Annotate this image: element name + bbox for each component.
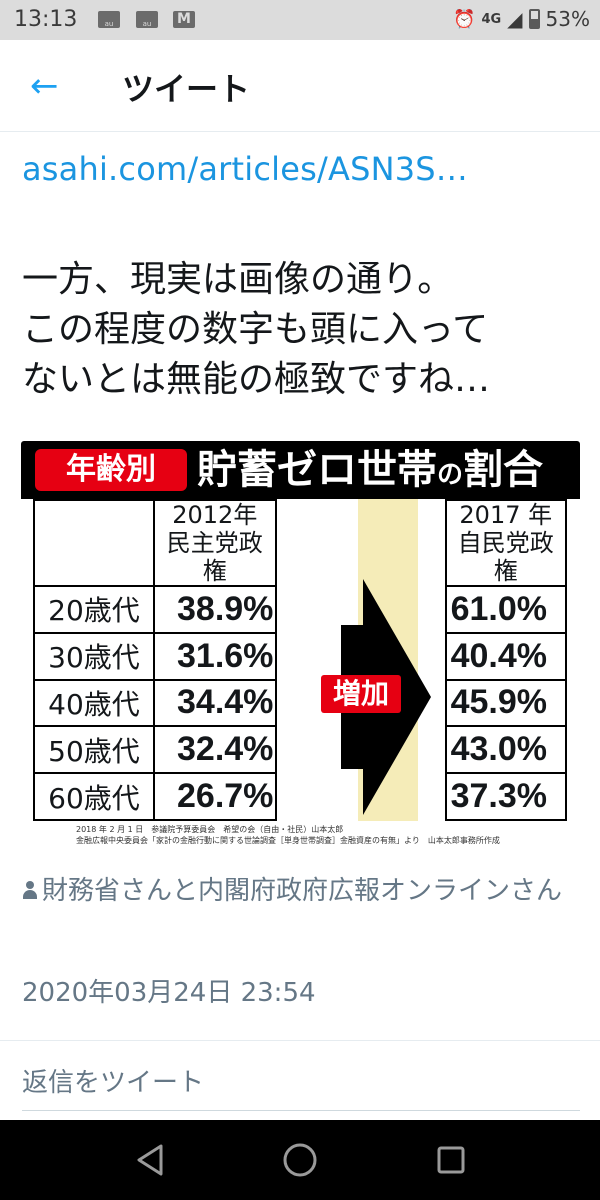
value-2017: 61.0%: [444, 585, 568, 634]
recents-square-icon[interactable]: [436, 1142, 466, 1178]
increase-label: 増加: [321, 675, 401, 713]
col-header-2017: 2017 年 自民党政権: [444, 499, 568, 587]
source-note: 2018 年 2 月 1 日 参議院予算委員会 希望の会（自由・社民）山本太郎: [76, 825, 344, 834]
reply-input[interactable]: 返信をツイート: [22, 1068, 205, 1098]
image-title-bar: 年齢別 貯蓄ゼロ世帯の割合: [21, 441, 580, 499]
page-title: ツイート: [122, 70, 251, 108]
status-time: 13:13: [14, 7, 78, 32]
person-icon: [22, 879, 38, 901]
savings-table: 2012年 民主党政権 2017 年 自民党政権 20歳代 38.9% 61.0…: [33, 499, 568, 821]
age-cell: 60歳代: [33, 772, 155, 821]
back-arrow-icon[interactable]: ←: [30, 66, 59, 106]
au-mail-icon: au: [98, 11, 120, 28]
back-triangle-icon[interactable]: [135, 1142, 165, 1178]
value-2012: 26.7%: [153, 772, 277, 821]
age-tag: 年齢別: [35, 449, 187, 491]
alarm-icon: ⏰: [453, 8, 476, 30]
tagged-users[interactable]: 財務省さんと内閣府政府広報オンラインさん: [22, 872, 582, 910]
network-type: 4G: [481, 11, 502, 27]
value-2017: 45.9%: [444, 678, 568, 728]
tagged-users-text: 財務省さんと内閣府政府広報オンラインさん: [42, 876, 563, 906]
age-cell: 20歳代: [33, 585, 155, 634]
arrow-column: [274, 500, 447, 586]
tweet-text-line: この程度の数字も頭に入って: [22, 309, 489, 350]
age-cell: 30歳代: [33, 631, 155, 681]
status-bar: 13:13 au au M ⏰ 4G ◢ 53%: [0, 0, 600, 40]
tweet-timestamp: 2020年03月24日 23:54: [22, 978, 316, 1008]
value-2017: 40.4%: [444, 631, 568, 681]
divider: [0, 1040, 600, 1041]
data-table: 2012年 民主党政権 2017 年 自民党政権 20歳代 38.9% 61.0…: [33, 499, 568, 821]
source-note: 金融広報中央委員会「家計の金融行動に関する世論調査［単身世帯調査］金融資産の有無…: [76, 836, 500, 845]
value-2017: 37.3%: [444, 772, 568, 821]
arrow-column: [274, 586, 447, 633]
au-mail-icon: au: [136, 11, 158, 28]
home-circle-icon[interactable]: [280, 1142, 320, 1178]
signal-icon: ◢: [507, 7, 523, 31]
battery-percent: 53%: [545, 7, 590, 31]
value-2017: 43.0%: [444, 725, 568, 775]
article-link[interactable]: asahi.com/articles/ASN3S…: [22, 150, 468, 188]
value-2012: 34.4%: [153, 678, 277, 728]
battery-icon: [528, 9, 540, 29]
status-right: ⏰ 4G ◢ 53%: [453, 7, 590, 31]
tweet-header: ← ツイート: [0, 40, 600, 132]
image-title: 貯蓄ゼロ世帯の割合: [197, 447, 544, 493]
arrow-column: [274, 773, 447, 820]
age-cell: 40歳代: [33, 678, 155, 728]
nav-bar: [0, 1120, 600, 1200]
col-header-2012: 2012年 民主党政権: [153, 499, 277, 587]
corner-cell: [33, 499, 155, 587]
gmail-icon: M: [173, 11, 195, 28]
value-2012: 38.9%: [153, 585, 277, 634]
age-cell: 50歳代: [33, 725, 155, 775]
tweet-image[interactable]: 年齢別 貯蓄ゼロ世帯の割合 2012年 民主党政権 2017 年 自民党政権 2…: [21, 441, 580, 847]
tweet-text-line: 一方、現実は画像の通り。: [22, 259, 454, 300]
tweet-text-line: ないとは無能の極致ですね…: [22, 359, 491, 400]
value-2012: 31.6%: [153, 631, 277, 681]
reply-underline: [22, 1110, 580, 1111]
tweet-text: 一方、現実は画像の通り。 この程度の数字も頭に入って ないとは無能の極致ですね…: [22, 255, 582, 405]
value-2012: 32.4%: [153, 725, 277, 775]
